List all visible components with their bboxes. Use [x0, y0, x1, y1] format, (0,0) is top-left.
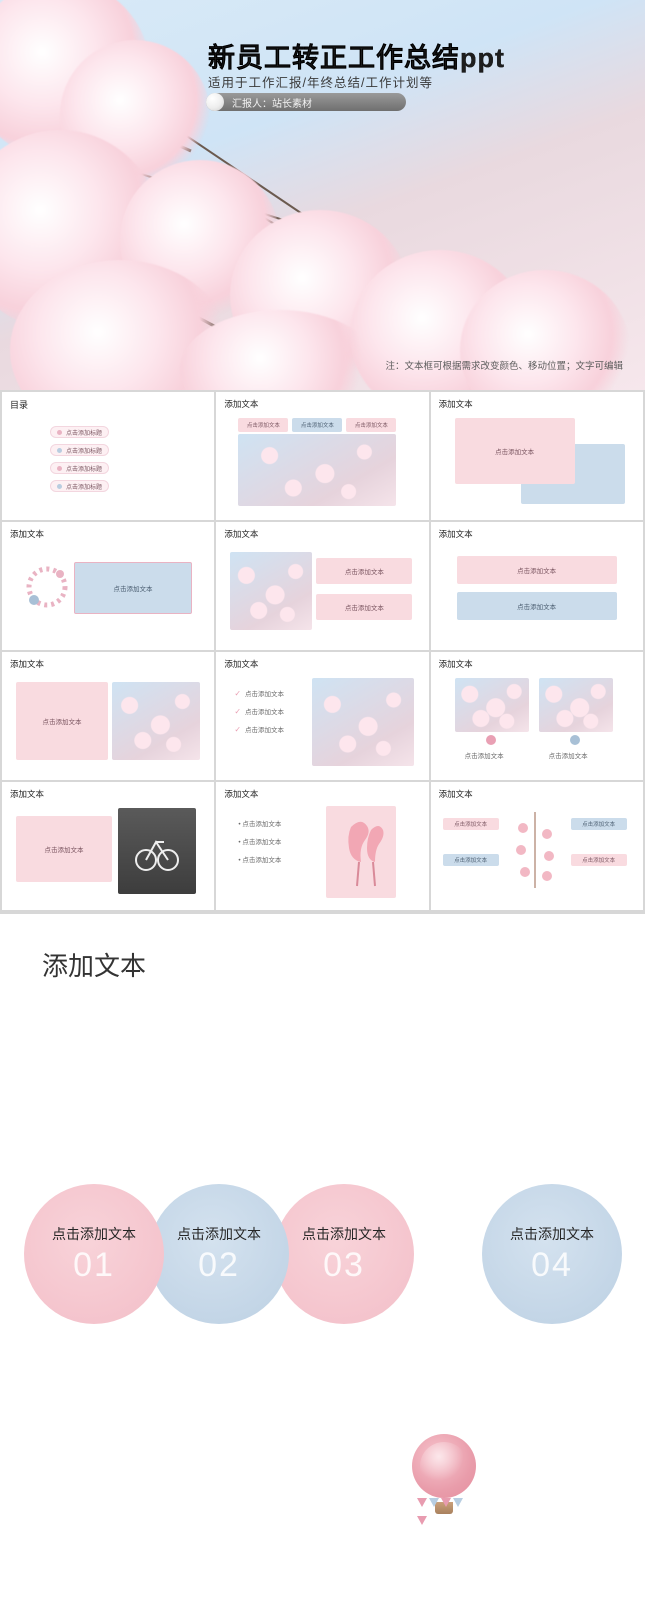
- check-icon: ✓: [234, 707, 241, 716]
- thumb-split[interactable]: 添加文本 点击添加文本: [2, 652, 214, 780]
- reporter-text: 汇报人：站长素材: [232, 95, 312, 110]
- cover-title: 新员工转正工作总结ppt: [208, 36, 505, 75]
- thumb-tabs[interactable]: 添加文本 点击添加文本 点击添加文本 点击添加文本: [216, 392, 428, 520]
- circle-number: 01: [73, 1246, 115, 1285]
- row: 点击添加文本: [457, 592, 617, 620]
- thumb-title: 添加文本: [224, 398, 258, 410]
- row: 点击添加文本: [457, 556, 617, 584]
- text-card: 点击添加文本: [16, 816, 112, 882]
- cover-subtitle: 适用于工作汇报/年终总结/工作计划等: [208, 72, 433, 91]
- quad-pill: 点击添加文本: [443, 854, 499, 866]
- thumb-quad[interactable]: 添加文本 点击添加文本 点击添加文本 点击添加文本 点击添加文本: [431, 782, 643, 910]
- thumb-title: 添加文本: [439, 528, 473, 540]
- photo-card: [118, 808, 196, 894]
- caption: 点击添加文本: [549, 750, 588, 760]
- text-card: 点击添加文本: [74, 562, 192, 614]
- reporter-pill: 汇报人：站长素材: [206, 93, 406, 111]
- thumb-rows-b[interactable]: 添加文本 点击添加文本 点击添加文本: [431, 522, 643, 650]
- check-icon: ✓: [234, 689, 241, 698]
- thumb-title: 添加文本: [10, 788, 44, 800]
- bicycle-icon: [134, 828, 180, 874]
- thumb-title: 添加文本: [439, 788, 473, 800]
- bullet: 点击添加文本: [242, 857, 281, 864]
- circle-4[interactable]: 点击添加文本 04: [482, 1184, 622, 1324]
- image-box: [112, 682, 200, 760]
- circle-label: 点击添加文本: [510, 1224, 594, 1244]
- image-box: [455, 678, 529, 732]
- wreath-icon: [22, 562, 72, 612]
- pink-card: 点击添加文本: [455, 418, 575, 484]
- big-slide-title: 添加文本: [42, 946, 146, 983]
- image-box: [539, 678, 613, 732]
- tab: 点击添加文本: [346, 418, 396, 432]
- image-box: [238, 434, 396, 506]
- toc-item: 点击添加标题: [66, 446, 102, 455]
- thumb-title: 添加文本: [439, 398, 473, 410]
- flamingo-card: [326, 806, 396, 898]
- dot-icon: [569, 734, 581, 746]
- quad-pill: 点击添加文本: [443, 818, 499, 830]
- row: 点击添加文本: [316, 594, 412, 620]
- circle-number: 02: [198, 1246, 240, 1285]
- bullet: 点击添加文本: [242, 821, 281, 828]
- cover-slide: 新员工转正工作总结ppt 适用于工作汇报/年终总结/工作计划等 汇报人：站长素材…: [0, 0, 645, 390]
- circle-row: 点击添加文本 01 点击添加文本 02 点击添加文本 03 点击添加文本 04: [0, 1184, 645, 1334]
- thumb-title: 添加文本: [224, 658, 258, 670]
- check-icon: ✓: [234, 725, 241, 734]
- circle-label: 点击添加文本: [177, 1224, 261, 1244]
- thumb-title: 目录: [10, 398, 28, 411]
- thumb-rows-a[interactable]: 添加文本 点击添加文本 点击添加文本: [216, 522, 428, 650]
- image-box: [230, 552, 312, 630]
- toc-item: 点击添加标题: [66, 464, 102, 473]
- thumb-collage[interactable]: 添加文本 点击添加文本: [2, 782, 214, 910]
- quad-pill: 点击添加文本: [571, 854, 627, 866]
- circle-2[interactable]: 点击添加文本 02: [149, 1184, 289, 1324]
- circle-3[interactable]: 点击添加文本 03: [274, 1184, 414, 1324]
- thumb-title: 添加文本: [224, 788, 258, 800]
- thumb-flamingo[interactable]: 添加文本 • 点击添加文本 • 点击添加文本 • 点击添加文本: [216, 782, 428, 910]
- thumb-two-img[interactable]: 添加文本 点击添加文本 点击添加文本: [431, 652, 643, 780]
- text-card: 点击添加文本: [16, 682, 108, 760]
- thumbnail-grid: 目录 点击添加标题 点击添加标题 点击添加标题 点击添加标题 添加文本 点击添加…: [0, 390, 645, 912]
- thumb-toc[interactable]: 目录 点击添加标题 点击添加标题 点击添加标题 点击添加标题: [2, 392, 214, 520]
- thumb-title: 添加文本: [10, 528, 44, 540]
- check-item: 点击添加文本: [245, 727, 284, 734]
- toc-item: 点击添加标题: [66, 482, 102, 491]
- bullet: 点击添加文本: [242, 839, 281, 846]
- check-item: 点击添加文本: [245, 709, 284, 716]
- tab: 点击添加文本: [292, 418, 342, 432]
- toc-item: 点击添加标题: [66, 428, 102, 437]
- circle-label: 点击添加文本: [52, 1224, 136, 1244]
- thumb-wreath[interactable]: 添加文本 点击添加文本: [2, 522, 214, 650]
- thumb-title: 添加文本: [10, 658, 44, 670]
- flamingo-icon: [331, 812, 391, 892]
- big-slide: 添加文本 点击添加文本 01 点击添加文本 02 点击添加文本 03 点击添加文…: [0, 912, 645, 1392]
- quad-pill: 点击添加文本: [571, 818, 627, 830]
- image-box: [312, 678, 414, 766]
- check-item: 点击添加文本: [245, 691, 284, 698]
- caption: 点击添加文本: [465, 750, 504, 760]
- thumb-checklist[interactable]: 添加文本 ✓ 点击添加文本 ✓ 点击添加文本 ✓ 点击添加文本: [216, 652, 428, 780]
- pill-ball-icon: [206, 93, 224, 111]
- circle-number: 04: [531, 1246, 573, 1285]
- thumb-title: 添加文本: [439, 658, 473, 670]
- tab: 点击添加文本: [238, 418, 288, 432]
- thumb-overlap[interactable]: 添加文本 点击添加文本: [431, 392, 643, 520]
- circle-label: 点击添加文本: [302, 1224, 386, 1244]
- circle-1[interactable]: 点击添加文本 01: [24, 1184, 164, 1324]
- dot-icon: [485, 734, 497, 746]
- cover-note: 注：文本框可根据需求改变颜色、移动位置；文字可编辑: [385, 358, 623, 372]
- balloon-icon: [412, 1434, 476, 1524]
- row: 点击添加文本: [316, 558, 412, 584]
- circle-number: 03: [323, 1246, 365, 1285]
- branch-icon: [505, 812, 565, 888]
- thumb-title: 添加文本: [224, 528, 258, 540]
